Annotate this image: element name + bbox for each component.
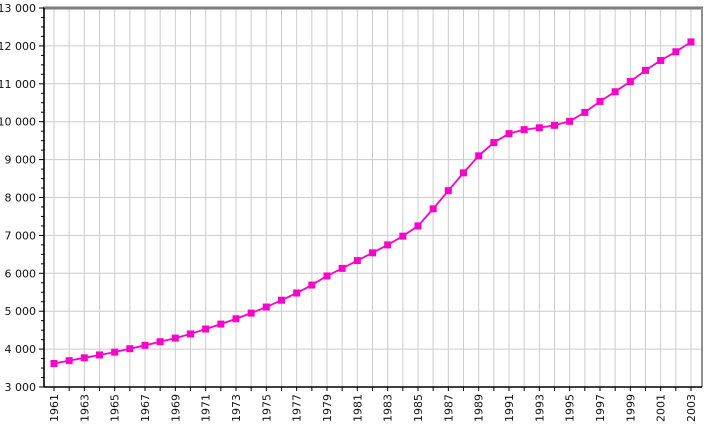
data-point-marker bbox=[475, 152, 483, 160]
data-point-marker bbox=[96, 351, 103, 359]
data-point-marker bbox=[308, 281, 316, 289]
data-point-marker bbox=[596, 97, 604, 105]
data-point-marker bbox=[126, 345, 134, 353]
x-axis-tick-label: 1983 bbox=[382, 394, 395, 422]
data-point-marker bbox=[323, 272, 331, 280]
data-point-marker bbox=[65, 357, 73, 365]
y-axis-tick-label: 11 000 bbox=[0, 78, 36, 91]
data-point-marker bbox=[111, 348, 119, 356]
y-axis-tick-label: 13 000 bbox=[0, 2, 36, 15]
data-point-marker bbox=[505, 130, 513, 138]
x-axis-tick-label: 1971 bbox=[200, 394, 213, 422]
x-axis-tick-label: 1997 bbox=[594, 394, 607, 422]
y-axis-tick-label: 3 000 bbox=[5, 381, 37, 394]
data-point-marker bbox=[460, 169, 467, 177]
data-point-marker bbox=[444, 187, 452, 195]
data-point-marker bbox=[141, 341, 149, 349]
x-axis-tick-label: 1985 bbox=[412, 394, 425, 422]
data-point-marker bbox=[171, 334, 179, 342]
x-axis-tick-label: 1965 bbox=[109, 394, 122, 422]
data-point-marker bbox=[232, 315, 240, 323]
x-axis-tick-label: 1973 bbox=[230, 394, 243, 422]
data-point-marker bbox=[399, 232, 407, 240]
y-axis-tick-label: 8 000 bbox=[5, 192, 37, 205]
y-axis-tick-label: 10 000 bbox=[0, 116, 36, 129]
x-axis-tick-label: 1969 bbox=[169, 394, 182, 422]
x-axis-tick-label: 1991 bbox=[503, 394, 516, 422]
data-point-marker bbox=[50, 360, 58, 368]
data-point-marker bbox=[293, 289, 301, 297]
x-axis-tick-label: 1989 bbox=[473, 394, 486, 422]
y-axis-tick-label: 6 000 bbox=[5, 267, 37, 280]
data-point-marker bbox=[247, 309, 255, 317]
data-point-marker bbox=[657, 56, 665, 64]
x-axis-tick-label: 1963 bbox=[78, 394, 91, 422]
data-point-marker bbox=[202, 325, 210, 333]
data-point-marker bbox=[369, 249, 376, 257]
data-point-marker bbox=[520, 126, 528, 134]
data-point-marker bbox=[187, 330, 194, 338]
x-axis-tick-label: 1995 bbox=[564, 394, 577, 422]
x-axis-tick-label: 1979 bbox=[321, 394, 334, 422]
data-point-marker bbox=[581, 108, 589, 116]
data-point-marker bbox=[414, 222, 422, 230]
x-axis-tick-label: 2003 bbox=[685, 394, 698, 422]
data-point-marker bbox=[642, 66, 649, 74]
data-point-marker bbox=[80, 354, 88, 362]
data-point-marker bbox=[262, 303, 270, 311]
data-point-marker bbox=[384, 241, 392, 249]
x-axis-tick-label: 1981 bbox=[351, 394, 364, 422]
data-point-marker bbox=[626, 78, 634, 86]
data-point-marker bbox=[535, 124, 543, 132]
data-point-marker bbox=[429, 205, 437, 213]
data-point-marker bbox=[687, 38, 695, 46]
data-point-marker bbox=[611, 88, 619, 96]
y-axis-tick-label: 5 000 bbox=[5, 305, 37, 318]
data-point-marker bbox=[278, 296, 285, 304]
data-point-marker bbox=[566, 117, 574, 125]
x-axis-tick-label: 1999 bbox=[624, 394, 637, 422]
x-axis-tick-label: 1977 bbox=[291, 394, 304, 422]
x-axis-tick-label: 1967 bbox=[139, 394, 152, 422]
x-axis-tick-label: 1993 bbox=[533, 394, 546, 422]
x-axis-tick-label: 2001 bbox=[655, 394, 668, 422]
x-axis-tick-label: 1975 bbox=[260, 394, 273, 422]
data-point-marker bbox=[490, 139, 498, 147]
data-point-marker bbox=[217, 320, 225, 328]
y-axis-tick-label: 9 000 bbox=[5, 154, 37, 167]
x-axis-tick-label: 1987 bbox=[442, 394, 455, 422]
y-axis-tick-label: 12 000 bbox=[0, 40, 36, 53]
x-axis-tick-label: 1961 bbox=[48, 394, 61, 422]
data-point-marker bbox=[353, 257, 361, 265]
data-point-marker bbox=[672, 48, 680, 56]
data-point-marker bbox=[338, 264, 346, 272]
data-point-marker bbox=[156, 338, 164, 346]
data-point-marker bbox=[551, 121, 558, 129]
y-axis-tick-label: 4 000 bbox=[5, 343, 37, 356]
y-axis-tick-label: 7 000 bbox=[5, 229, 37, 242]
